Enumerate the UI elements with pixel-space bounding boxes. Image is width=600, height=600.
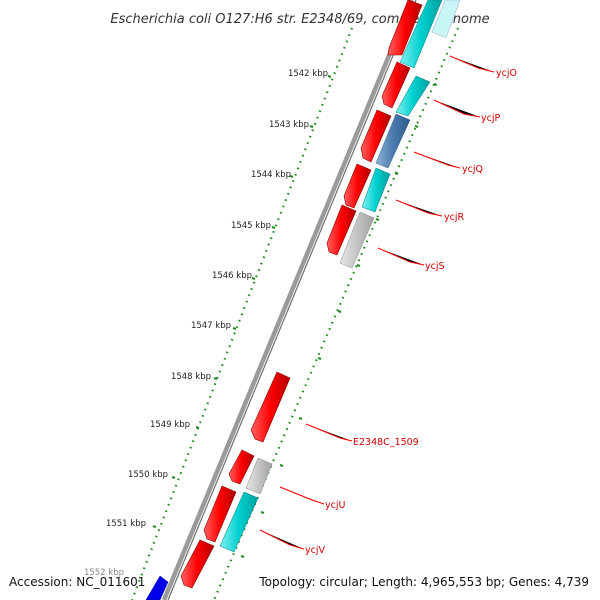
gene-label: ycjR (444, 212, 464, 223)
outer-ticks (240, 82, 438, 559)
genome-backbone (161, 0, 417, 600)
cyan-feature (219, 491, 259, 553)
topology-text: Topology: circular; Length: 4,965,553 bp… (258, 575, 589, 589)
cds-arrow (228, 449, 255, 485)
cyan-feature (361, 167, 391, 213)
cds-arrow (360, 109, 392, 163)
scale-label: 1547 kbp (191, 321, 231, 331)
gene-label: ycjP (481, 113, 500, 124)
scale-label: 1543 kbp (269, 120, 309, 130)
cyan-features (219, 0, 461, 553)
scale-label: 1551 kbp (106, 519, 146, 529)
cds-arrow (203, 485, 237, 543)
cds-arrow (180, 539, 215, 589)
scale-label: 1549 kbp (150, 420, 190, 430)
gene-label: ycjU (325, 500, 345, 511)
cyan-feature (399, 0, 443, 69)
grey-feature (245, 457, 273, 495)
gene-labels: ycjO ycjP ycjQ ycjR ycjS E2348C_1509 ycj… (305, 68, 517, 556)
light-cyan-feature (431, 0, 461, 39)
cds-arrow (343, 163, 372, 209)
scale-track (130, 27, 354, 600)
scale-label: 1552 kbp (84, 568, 124, 578)
scale-label: 1548 kbp (171, 372, 211, 382)
scale-label: 1544 kbp (251, 170, 291, 180)
gene-label: ycjQ (462, 164, 483, 175)
accession-text: Accession: NC_011601 (9, 575, 145, 589)
gene-label: ycjO (496, 68, 517, 79)
cds-arrow (381, 61, 411, 109)
scale-label: 1550 kbp (128, 470, 168, 480)
gene-label: ycjV (305, 545, 325, 556)
cds-arrow (250, 371, 291, 443)
scale-label: 1546 kbp (212, 271, 252, 281)
gene-label: E2348C_1509 (353, 437, 419, 448)
grey-feature (339, 211, 375, 269)
scale-label: 1545 kbp (231, 221, 271, 231)
blue-feature (145, 575, 169, 600)
scale-label: 1542 kbp (288, 69, 328, 79)
gene-label: ycjS (425, 261, 445, 272)
scale-labels: 1542 kbp 1543 kbp 1544 kbp 1545 kbp 1546… (84, 69, 328, 578)
cds-features (180, 0, 423, 589)
scale-ticks (152, 74, 332, 529)
map-title: Escherichia coli O127:H6 str. E2348/69, … (110, 12, 489, 27)
label-leaders (259, 55, 495, 550)
steel-feature (375, 113, 411, 169)
cyan-feature (395, 75, 431, 117)
cds-arrow (387, 0, 423, 56)
cds-arrow (326, 204, 357, 256)
